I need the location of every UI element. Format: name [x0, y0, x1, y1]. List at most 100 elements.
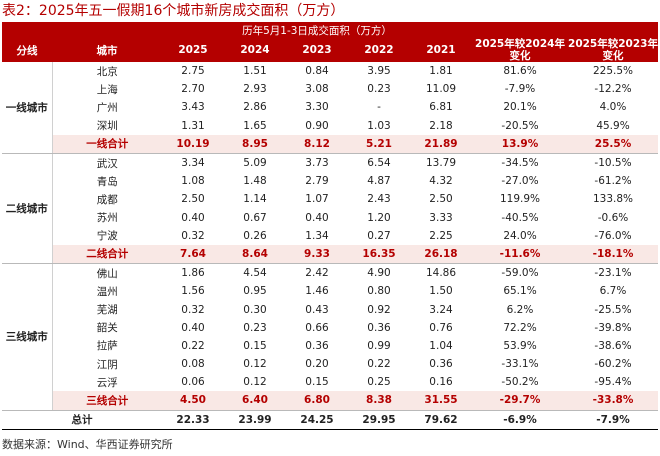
city-name: 北京	[96, 65, 118, 78]
table-cell: 72.2%	[503, 321, 537, 334]
table-row: 深圳 1.31 1.65 0.90 1.03 2.18 -20.5% 45.9%	[2, 117, 658, 135]
table-cell: 1.48	[243, 175, 267, 188]
table-cell: 2.42	[305, 267, 329, 280]
table-cell: 0.66	[305, 321, 329, 334]
subtotal-cell: 26.18	[410, 244, 472, 265]
table-cell: 53.9%	[503, 339, 537, 352]
table-cell: 0.95	[243, 285, 267, 298]
city-name: 广州	[96, 101, 118, 114]
table-cell: 2.50	[181, 193, 205, 206]
table-row: 上海 2.70 2.93 3.08 0.23 11.09 -7.9% -12.2%	[2, 80, 658, 98]
table-row: 江阴 0.08 0.12 0.20 0.22 0.36 -33.1% -60.2%	[2, 355, 658, 373]
table-cell: 133.8%	[592, 193, 634, 206]
column-header: 2025年较2023年变化	[568, 38, 658, 62]
table-cell: 13.79	[425, 157, 457, 170]
table-cell: 0.23	[367, 83, 391, 96]
table-cell: 0.32	[181, 229, 205, 242]
table-cell: 1.65	[243, 119, 267, 132]
table-row: 二线城市 武汉 3.34 5.09 3.73 6.54 13.79 -34.5% -10.5%	[2, 153, 658, 265]
table-cell: -59.0%	[501, 267, 539, 280]
table-row: 广州 3.43 2.86 3.30 - 6.81 20.1% 4.0%	[2, 98, 658, 116]
table-cell: 20.1%	[503, 101, 537, 114]
table-cell: 65.1%	[503, 285, 537, 298]
column-header: 城市	[52, 38, 162, 62]
city-name: 佛山	[96, 267, 118, 280]
table-cell: -10.5%	[594, 157, 632, 170]
subtotal-cell: 9.33	[286, 244, 348, 265]
column-header: 分线	[2, 38, 52, 62]
total-cell: 24.25	[286, 409, 348, 430]
total-cell: 22.33	[162, 409, 224, 430]
subtotal-label: 三线合计	[52, 391, 162, 411]
table-cell: -61.2%	[594, 175, 632, 188]
table-cell: 0.15	[243, 339, 267, 352]
tier-label: 二线城市	[2, 153, 53, 265]
table-cell: 0.26	[243, 229, 267, 242]
subtotal-cell: 31.55	[410, 391, 472, 411]
subtotal-cell: 4.50	[162, 391, 224, 411]
table-cell: 4.32	[429, 175, 453, 188]
table-cell: 1.46	[305, 285, 329, 298]
total-cell: 79.62	[410, 409, 472, 430]
table-cell: 0.12	[243, 376, 267, 389]
table-cell: 2.70	[181, 83, 205, 96]
subtotal-cell: -11.6%	[472, 244, 568, 265]
table-cell: 2.79	[305, 175, 329, 188]
table-cell: 45.9%	[596, 119, 630, 132]
table-cell: 0.22	[367, 358, 391, 371]
table-cell: 14.86	[425, 267, 457, 280]
table-cell: 2.43	[367, 193, 391, 206]
total-cell: 23.99	[224, 409, 286, 430]
table-cell: 24.0%	[503, 229, 537, 242]
table-cell: 0.22	[181, 339, 205, 352]
table-row: 云浮 0.06 0.12 0.15 0.25 0.16 -50.2% -95.4%	[2, 373, 658, 391]
total-label: 总计	[2, 409, 162, 430]
table-row: 青岛 1.08 1.48 2.79 4.87 4.32 -27.0% -61.2%	[2, 172, 658, 190]
subtotal-cell: 21.89	[410, 134, 472, 154]
table-cell: 0.67	[243, 211, 267, 224]
total-cell: -7.9%	[568, 409, 658, 430]
table-cell: 0.16	[429, 376, 453, 389]
city-name: 苏州	[96, 212, 118, 225]
table-row: 一线城市 北京 2.75 1.51 0.84 3.95 1.81 81.6% 225.5%	[2, 62, 658, 154]
table-cell: 3.33	[429, 211, 453, 224]
table-row: 成都 2.50 1.14 1.07 2.43 2.50 119.9% 133.8%	[2, 190, 658, 208]
table-row: 宁波 0.32 0.26 1.34 0.27 2.25 24.0% -76.0%	[2, 227, 658, 245]
table-row: 温州 1.56 0.95 1.46 0.80 1.50 65.1% 6.7%	[2, 282, 658, 300]
table-cell: 0.32	[181, 303, 205, 316]
city-name: 江阴	[96, 358, 118, 371]
column-header: 2022	[348, 38, 410, 62]
table-cell: 3.73	[305, 157, 329, 170]
table-cell: 1.03	[367, 119, 391, 132]
table-cell: -33.1%	[501, 358, 539, 371]
table-cell: 0.76	[429, 321, 453, 334]
table-cell: 5.09	[243, 157, 267, 170]
subtotal-label: 一线合计	[52, 134, 162, 154]
subtotal-cell: 25.5%	[568, 134, 658, 154]
city-name: 深圳	[96, 120, 118, 133]
subtotal-cell: 13.9%	[472, 134, 568, 154]
table-cell: -27.0%	[501, 175, 539, 188]
table-cell: 2.50	[429, 193, 453, 206]
table-cell: 0.15	[305, 376, 329, 389]
city-name: 云浮	[96, 376, 118, 389]
subtotal-cell: 8.95	[224, 134, 286, 154]
city-name: 温州	[96, 285, 118, 298]
subtotal-cell: 6.80	[286, 391, 348, 411]
table-cell: 0.12	[243, 358, 267, 371]
table-cell: 0.84	[305, 65, 329, 78]
table-row: 芜湖 0.32 0.30 0.43 0.92 3.24 6.2% -25.5%	[2, 300, 658, 318]
table-cell: -23.1%	[594, 267, 632, 280]
table-cell: -38.6%	[594, 339, 632, 352]
table-cell: 3.08	[305, 83, 329, 96]
table-cell: 1.20	[367, 211, 391, 224]
city-name: 拉萨	[96, 340, 118, 353]
subtotal-cell: 8.12	[286, 134, 348, 154]
table-cell: 4.87	[367, 175, 391, 188]
table-cell: 0.80	[367, 285, 391, 298]
table-cell: 119.9%	[499, 193, 541, 206]
table-cell: 0.08	[181, 358, 205, 371]
table-cell: -12.2%	[594, 83, 632, 96]
subtotal-cell: 8.38	[348, 391, 410, 411]
table-cell: 0.27	[367, 229, 391, 242]
